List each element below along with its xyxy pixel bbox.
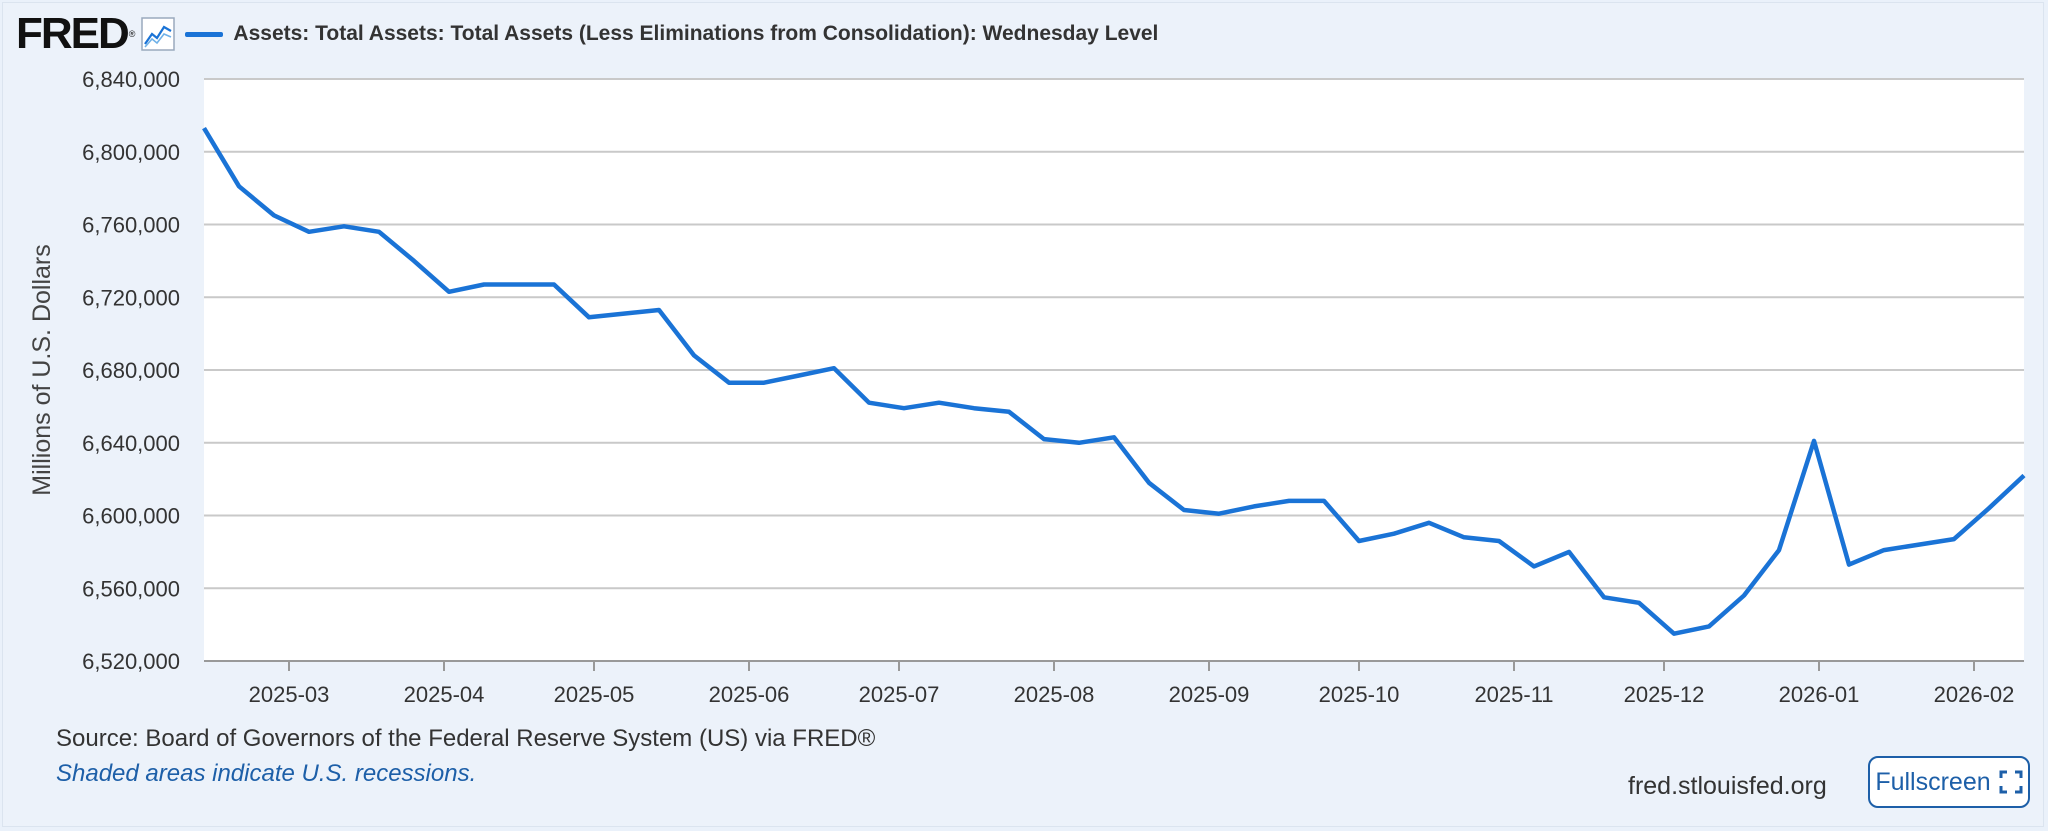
fullscreen-icon — [1999, 770, 2023, 794]
y-tick-label: 6,840,000 — [82, 67, 180, 92]
fred-logo-registered-mark: ® — [128, 29, 136, 39]
y-tick-label: 6,680,000 — [82, 358, 180, 383]
grid-lines — [204, 78, 2024, 662]
y-tick-label: 6,720,000 — [82, 285, 180, 310]
y-axis-ticks: 6,520,000 6,560,000 6,600,000 6,640,000 6,68… — [82, 67, 180, 674]
x-tick-label: 2026-01 — [1779, 682, 1860, 707]
chart-header: FRED ® Assets: Total Assets: Total Asset… — [16, 9, 1159, 58]
x-tick-label: 2025-10 — [1319, 682, 1400, 707]
y-tick-label: 6,600,000 — [82, 504, 180, 529]
x-tick-label: 2025-08 — [1014, 682, 1095, 707]
y-tick-label: 6,640,000 — [82, 431, 180, 456]
y-tick-label: 6,760,000 — [82, 213, 180, 238]
y-tick-label: 6,560,000 — [82, 576, 180, 601]
legend-series-line-icon — [185, 31, 224, 37]
fullscreen-button[interactable]: Fullscreen — [1868, 756, 2030, 808]
fullscreen-label: Fullscreen — [1875, 767, 1991, 796]
x-tick-label: 2025-09 — [1169, 682, 1250, 707]
y-tick-label: 6,800,000 — [82, 140, 180, 165]
site-url[interactable]: fred.stlouisfed.org — [1628, 772, 1827, 800]
x-axis-ticks: 2025-03 2025-04 2025-05 2025-06 2025-07 2025-… — [249, 661, 2015, 707]
fred-logo[interactable]: FRED — [16, 9, 130, 58]
x-tick-label: 2026-02 — [1934, 682, 2015, 707]
x-tick-label: 2025-05 — [554, 682, 635, 707]
x-tick-label: 2025-11 — [1474, 682, 1553, 707]
line-chart: 6,520,000 6,560,000 6,600,000 6,640,000 6,68… — [28, 67, 2026, 707]
x-tick-label: 2025-12 — [1624, 682, 1705, 707]
y-tick-label: 6,520,000 — [82, 649, 180, 674]
x-tick-label: 2025-03 — [249, 682, 330, 707]
source-text: Source: Board of Governors of the Federa… — [56, 725, 876, 752]
x-tick-label: 2025-07 — [859, 682, 940, 707]
y-axis-label: Millions of U.S. Dollars — [28, 244, 56, 495]
series-line[interactable] — [202, 126, 2026, 636]
x-tick-label: 2025-06 — [709, 682, 790, 707]
series-title: Assets: Total Assets: Total Assets (Less… — [233, 22, 1159, 45]
recession-note: Shaded areas indicate U.S. recessions. — [56, 760, 477, 787]
fred-graph-icon[interactable] — [141, 17, 176, 51]
x-tick-label: 2025-04 — [404, 682, 485, 707]
